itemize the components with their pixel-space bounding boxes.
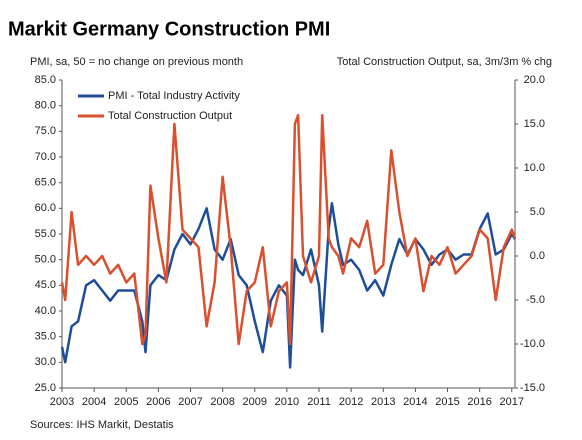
y-tick-label: 75.0 (35, 125, 56, 137)
x-tick-label: 2011 (307, 396, 331, 408)
x-tick-label: 2012 (339, 396, 363, 408)
y-tick-label: 60.0 (35, 202, 56, 214)
y-tick-label: 70.0 (35, 151, 56, 163)
source: Sources: IHS Markit, Destatis (30, 419, 174, 431)
y2-axis-label: Total Construction Output, sa, 3m/3m % c… (337, 56, 552, 68)
y2-tick-label: 20.0 (524, 74, 545, 86)
x-tick-label: 2009 (243, 396, 267, 408)
y-tick-label: 35.0 (35, 331, 56, 343)
x-tick-label: 2010 (275, 396, 299, 408)
y-tick-label: 25.0 (35, 382, 56, 394)
x-tick-label: 2005 (114, 396, 138, 408)
y-tick-label: 30.0 (35, 356, 56, 368)
x-tick-label: 2006 (146, 396, 170, 408)
x-tick-label: 2013 (371, 396, 395, 408)
y-tick-label: 40.0 (35, 305, 56, 317)
y2-tick-label: 0.0 (530, 250, 545, 262)
x-tick-label: 2017 (500, 396, 524, 408)
x-tick-label: 2014 (403, 396, 427, 408)
y-axis-label: PMI, sa, 50 = no change on previous mont… (30, 56, 243, 68)
x-tick-label: 2008 (210, 396, 234, 408)
y2-tick-label: -5.0 (526, 294, 545, 306)
y2-tick-label: 5.0 (530, 206, 545, 218)
y2-tick-label: 15.0 (524, 118, 545, 130)
x-tick-label: 2003 (50, 396, 74, 408)
x-tick-label: 2004 (82, 396, 106, 408)
chart-title: Markit Germany Construction PMI (8, 18, 330, 40)
x-tick-label: 2016 (467, 396, 491, 408)
legend-label: Total Construction Output (108, 110, 232, 122)
y2-tick-label: 10.0 (524, 162, 545, 174)
y2-tick-label: -10.0 (520, 338, 545, 350)
y-tick-label: 55.0 (35, 228, 56, 240)
y-tick-label: 65.0 (35, 177, 56, 189)
y-tick-label: 45.0 (35, 279, 56, 291)
y-tick-label: 50.0 (35, 254, 56, 266)
x-tick-label: 2015 (435, 396, 459, 408)
x-tick-label: 2007 (178, 396, 202, 408)
y2-tick-label: -15.0 (520, 382, 545, 394)
series-line (60, 113, 517, 346)
legend-label: PMI - Total Industry Activity (108, 90, 240, 102)
y-tick-label: 85.0 (35, 74, 56, 86)
y-tick-label: 80.0 (35, 100, 56, 112)
series-line (60, 201, 517, 369)
